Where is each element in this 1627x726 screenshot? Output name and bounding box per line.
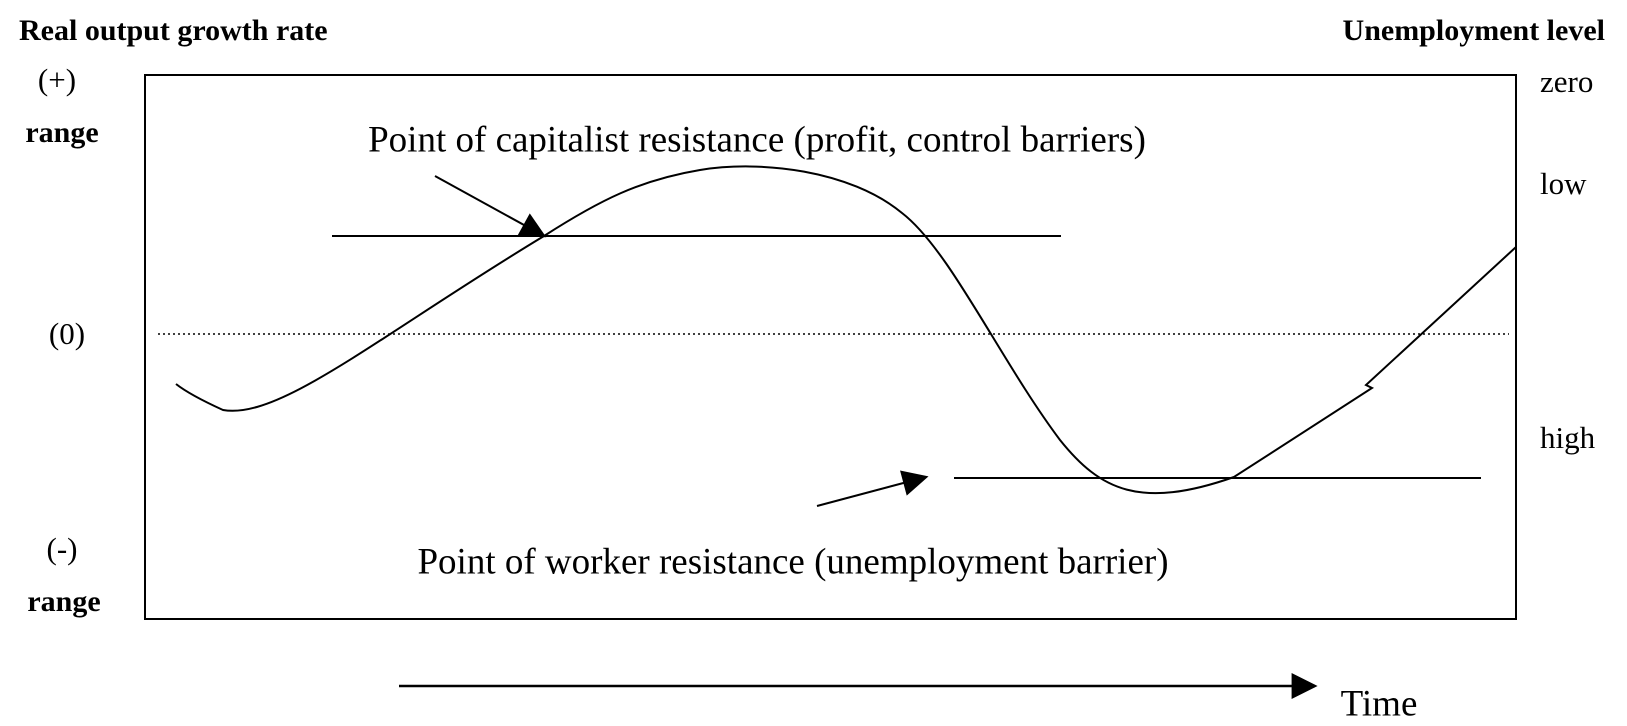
right-label: low	[1540, 166, 1587, 201]
output-curve	[175, 165, 1517, 495]
worker-arrow	[816, 470, 929, 507]
frame	[144, 74, 1517, 620]
annotation: Point of capitalist resistance (profit, …	[368, 119, 1146, 160]
left-label: range	[25, 116, 98, 149]
left-label: (+)	[38, 62, 76, 97]
left-axis-title: Real output growth rate	[19, 14, 328, 47]
time-label: Time	[1341, 683, 1418, 724]
left-label: (0)	[49, 316, 85, 351]
right-label: high	[1540, 420, 1596, 455]
left-label: range	[27, 585, 100, 618]
annotation: Point of worker resistance (unemployment…	[417, 541, 1168, 582]
capitalist-arrow	[434, 175, 547, 238]
right-axis-title: Unemployment level	[1343, 14, 1605, 47]
right-label: zero	[1540, 64, 1593, 99]
left-label: (-)	[47, 531, 78, 566]
